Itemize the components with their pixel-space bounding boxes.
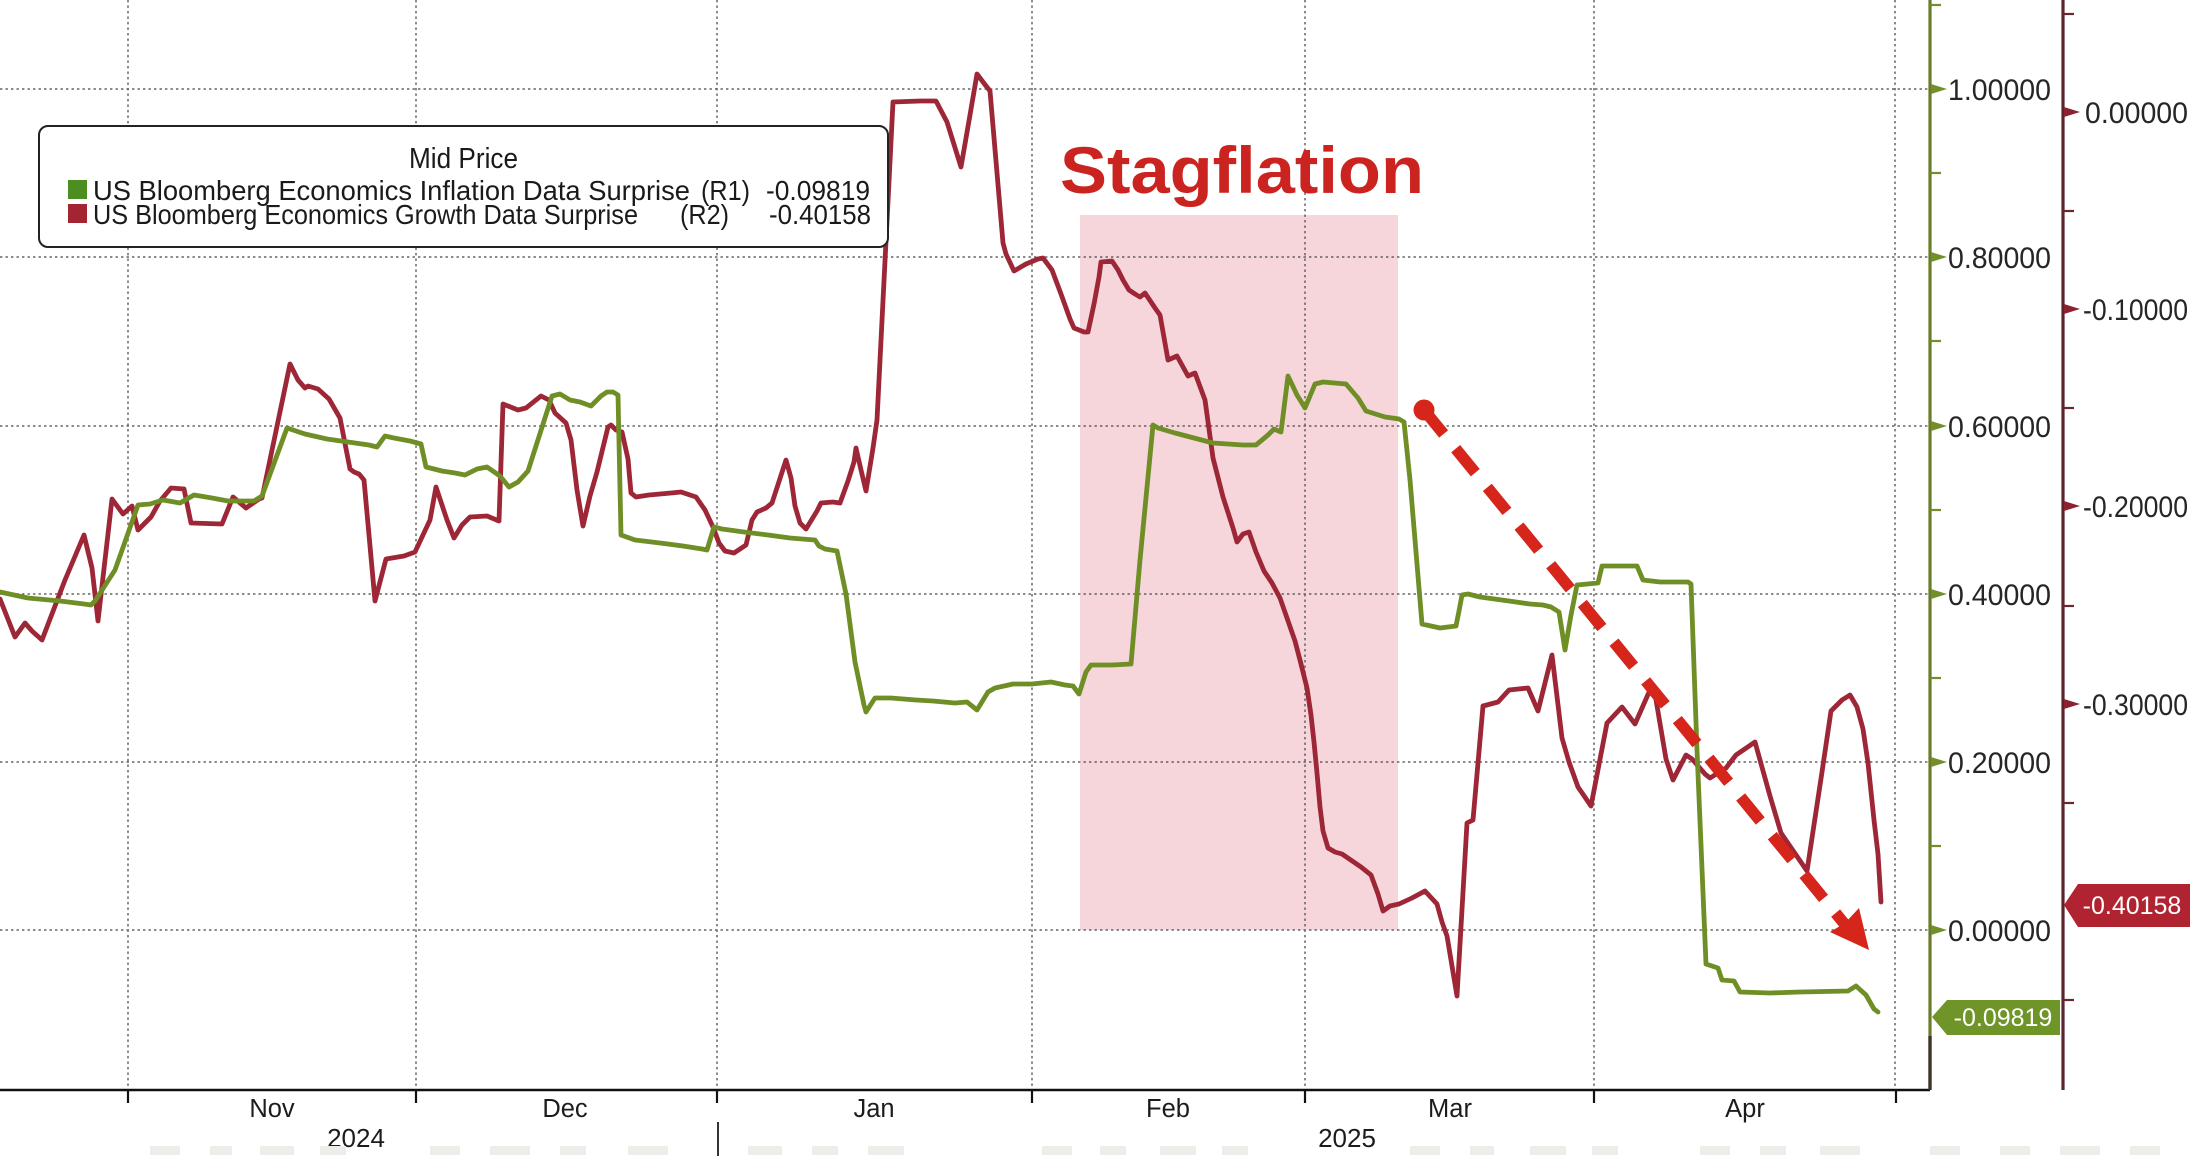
svg-text:-0.09819: -0.09819 bbox=[1954, 1004, 2053, 1032]
svg-text:0.80000: 0.80000 bbox=[1948, 242, 2051, 275]
svg-text:0.00000: 0.00000 bbox=[1948, 915, 2051, 948]
svg-text:Stagflation: Stagflation bbox=[1060, 133, 1424, 207]
svg-text:(R2): (R2) bbox=[680, 199, 729, 230]
svg-text:Feb: Feb bbox=[1146, 1095, 1190, 1123]
svg-text:2025: 2025 bbox=[1318, 1123, 1376, 1153]
svg-text:0.60000: 0.60000 bbox=[1948, 411, 2051, 444]
svg-text:-0.30000: -0.30000 bbox=[2083, 689, 2188, 722]
svg-text:0.00000: 0.00000 bbox=[2085, 97, 2188, 130]
svg-text:Dec: Dec bbox=[542, 1095, 588, 1123]
svg-text:US Bloomberg Economics Inflati: US Bloomberg Economics Inflation Data Su… bbox=[93, 175, 690, 206]
svg-text:Mar: Mar bbox=[1428, 1095, 1472, 1123]
svg-text:Mid Price: Mid Price bbox=[409, 143, 518, 175]
svg-text:Nov: Nov bbox=[249, 1095, 295, 1123]
svg-text:Jan: Jan bbox=[853, 1095, 894, 1123]
svg-text:0.20000: 0.20000 bbox=[1948, 747, 2051, 780]
svg-text:-0.20000: -0.20000 bbox=[2083, 491, 2188, 524]
svg-text:-0.40158: -0.40158 bbox=[2083, 892, 2182, 920]
svg-text:US Bloomberg Economics Growth: US Bloomberg Economics Growth Data Surpr… bbox=[93, 199, 638, 230]
svg-text:0.40000: 0.40000 bbox=[1948, 579, 2051, 612]
svg-text:-0.09819: -0.09819 bbox=[766, 175, 870, 206]
svg-text:Apr: Apr bbox=[1725, 1095, 1765, 1123]
svg-text:(R1): (R1) bbox=[701, 175, 750, 206]
svg-text:1.00000: 1.00000 bbox=[1948, 74, 2051, 107]
svg-text:-0.10000: -0.10000 bbox=[2083, 294, 2188, 327]
svg-text:-0.40158: -0.40158 bbox=[769, 199, 871, 230]
